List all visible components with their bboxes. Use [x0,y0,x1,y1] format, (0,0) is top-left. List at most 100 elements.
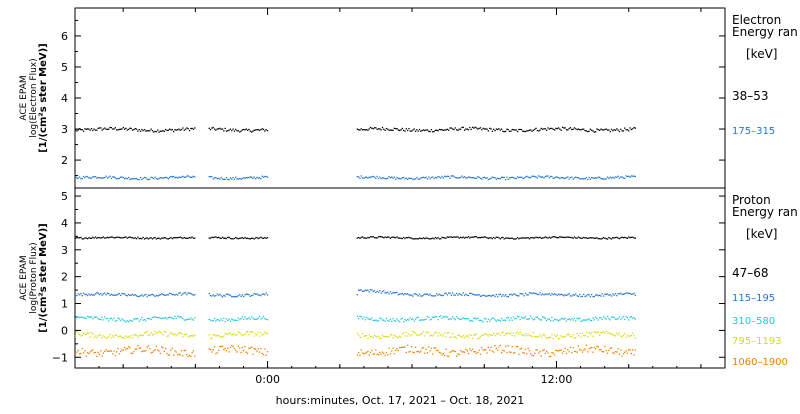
data-point-electron [546,175,548,177]
data-point-proton [237,238,239,240]
data-point-proton [131,320,134,322]
data-point-proton [403,321,405,323]
data-point-proton [102,335,105,337]
data-point-electron [516,176,519,178]
data-point-proton [262,293,265,295]
data-point-proton [362,290,364,292]
data-point-proton [363,353,365,355]
data-point-proton [228,236,230,238]
data-point-proton [377,354,380,356]
data-point-proton [486,352,488,354]
data-point-proton [462,236,464,238]
data-point-proton [606,238,609,240]
data-point-proton [143,332,146,334]
data-point-proton [622,334,625,336]
data-point-proton [359,354,361,357]
data-point-proton [613,334,615,336]
data-point-electron [208,176,210,178]
data-point-proton [85,237,87,239]
data-point-proton [569,236,572,239]
data-point-proton [80,352,82,355]
data-point-proton [157,237,159,239]
data-point-electron [167,129,169,131]
data-point-proton [487,335,489,337]
data-point-electron [387,177,389,179]
data-point-electron [495,128,497,130]
data-point-proton [79,334,81,336]
data-point-electron [542,176,544,178]
data-point-proton [526,335,528,337]
data-point-proton [161,293,163,295]
data-point-proton [526,353,528,355]
data-point-electron [112,128,114,130]
data-point-proton [385,236,388,239]
data-point-electron [526,175,528,177]
data-point-electron [568,127,570,130]
data-point-electron [536,129,538,132]
data-point-proton [371,317,373,319]
data-point-electron [162,177,164,179]
data-point-proton [375,349,377,351]
data-point-electron [577,177,580,179]
data-point-electron [388,129,390,131]
data-point-proton [416,334,418,336]
data-point-proton [444,332,446,334]
data-point-proton [121,318,123,320]
data-point-proton [369,236,372,238]
data-point-proton [125,294,127,296]
data-point-electron [588,176,590,179]
data-point-proton [588,237,590,239]
data-point-proton [547,352,549,354]
data-point-electron [365,129,368,131]
data-point-electron [556,127,558,130]
data-point-proton [112,319,114,321]
data-point-proton [543,349,545,351]
data-point-proton [153,350,155,352]
data-point-proton [120,294,122,296]
legend-series-electron: 38–53 [732,89,769,103]
data-point-electron [520,176,523,178]
data-point-electron [494,177,496,179]
data-point-proton [109,333,111,336]
data-point-proton [559,236,561,238]
data-point-proton [368,334,370,336]
data-point-proton [459,236,462,238]
data-point-proton [141,334,143,337]
data-point-proton [462,292,464,294]
data-point-proton [438,293,441,295]
data-point-proton [432,316,434,318]
data-point-proton [137,318,139,320]
data-point-electron [599,129,601,131]
data-point-proton [482,236,484,239]
data-point-proton [169,333,171,335]
data-point-electron [102,128,105,130]
data-point-electron [600,128,602,130]
data-point-proton [483,333,486,335]
data-point-proton [559,319,561,321]
data-point-proton [568,293,570,295]
data-point-electron [171,128,173,131]
data-point-proton [183,236,185,239]
data-point-proton [467,294,470,297]
data-point-proton [519,348,521,350]
data-point-electron [131,178,134,180]
data-point-electron [225,130,228,132]
data-point-proton [421,295,423,297]
data-point-proton [117,317,119,319]
data-point-proton [240,295,242,298]
data-point-proton [191,318,193,320]
data-point-proton [569,319,572,321]
data-point-electron [560,176,562,179]
data-point-proton [534,292,536,295]
data-point-proton [383,352,385,354]
data-point-electron [550,175,552,178]
data-point-proton [624,333,626,335]
data-point-proton [225,293,228,295]
data-point-proton [243,349,245,352]
data-point-proton [471,348,474,350]
data-point-proton [86,332,89,334]
data-point-proton [264,294,266,296]
data-point-electron [151,130,154,132]
data-point-proton [211,351,213,353]
data-point-electron [155,131,158,133]
